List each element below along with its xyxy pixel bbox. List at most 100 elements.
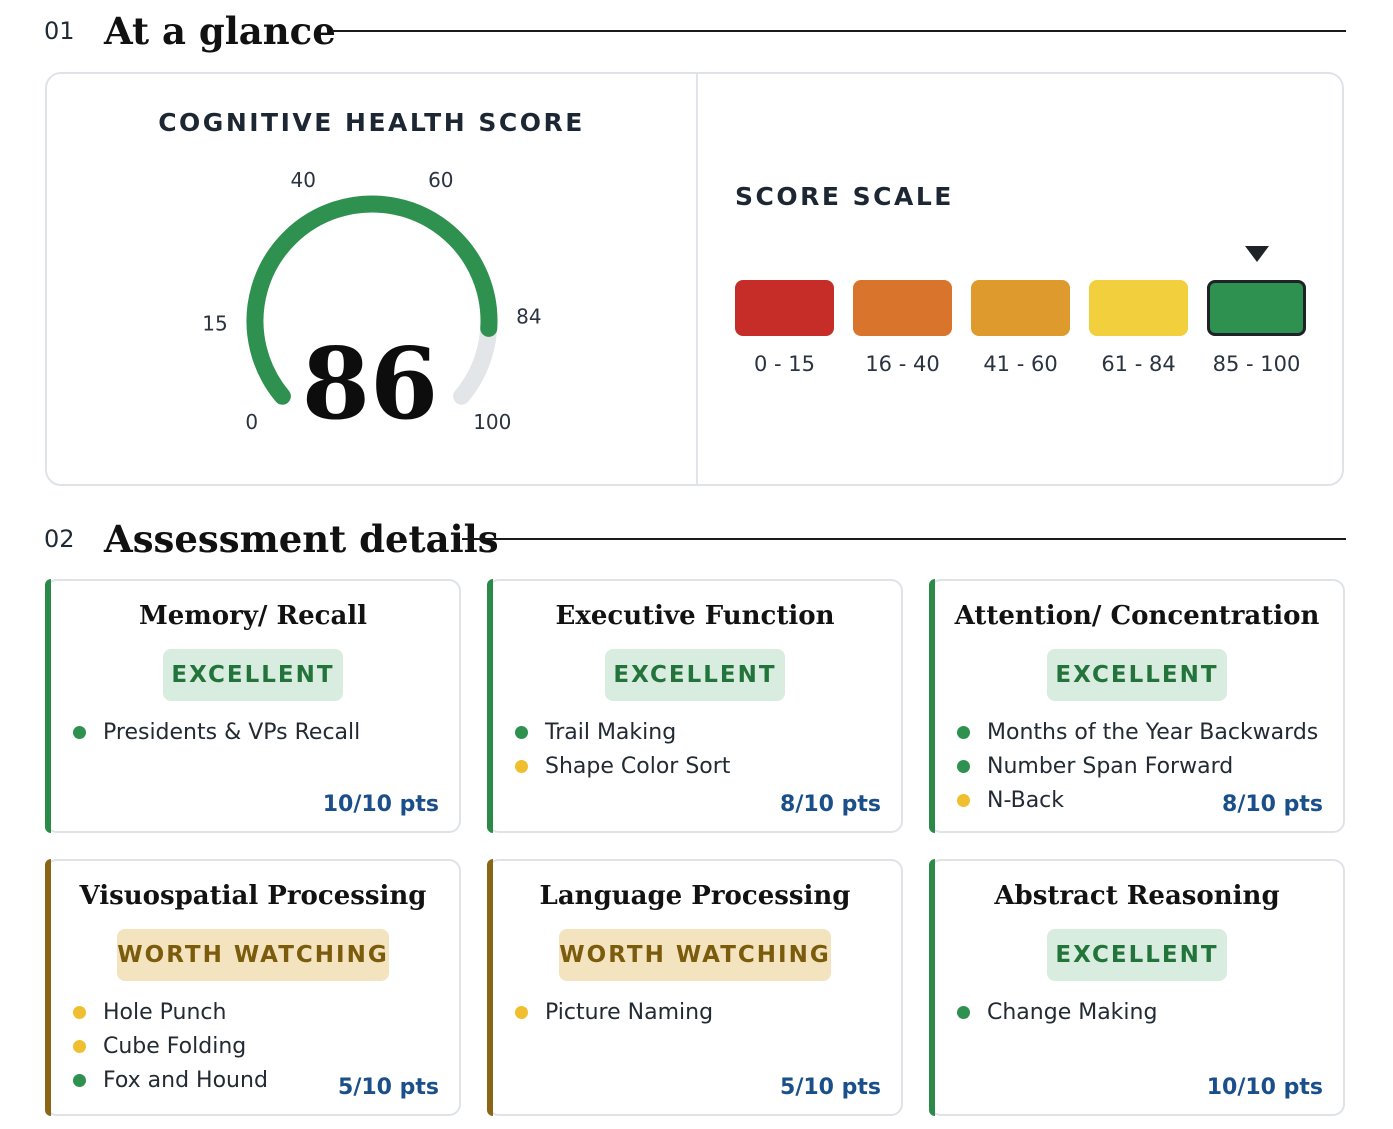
test-list: Presidents & VPs Recall: [73, 715, 360, 749]
scale-segment: [971, 280, 1070, 336]
card-status-bar: [929, 579, 935, 833]
status-dot-icon: [515, 1005, 528, 1019]
card-title: Abstract Reasoning: [994, 881, 1280, 911]
gauge-fill: [246, 195, 498, 405]
test-name: Cube Folding: [103, 1033, 247, 1059]
status-badge: EXCELLENT: [1047, 649, 1227, 701]
test-item: Presidents & VPs Recall: [73, 715, 360, 749]
card-status-bar: [929, 859, 935, 1116]
card-status-bar: [487, 859, 493, 1116]
status-dot-icon: [73, 725, 86, 739]
scale-title: SCORE SCALE: [735, 182, 954, 211]
test-item: Number Span Forward: [957, 749, 1318, 783]
card-points: 8/10 pts: [780, 792, 881, 817]
test-list: Picture Naming: [515, 995, 713, 1029]
status-badge: EXCELLENT: [163, 649, 343, 701]
card-title: Memory/ Recall: [138, 601, 368, 631]
card-points: 5/10 pts: [780, 1075, 881, 1100]
assessment-card: Language Processing WORTH WATCHING Picture…: [487, 859, 903, 1116]
card-status-bar: [45, 579, 51, 833]
gauge-tick-label: 60: [428, 168, 453, 192]
status-dot-icon: [957, 725, 970, 739]
scale-segment-label: 16 - 40: [865, 352, 940, 376]
test-item: Picture Naming: [515, 995, 713, 1029]
scale-segment: [1089, 280, 1188, 336]
card-status-bar: [487, 579, 493, 833]
gauge-tick-label: 100: [473, 410, 511, 434]
scale-segment-label: 85 - 100: [1212, 352, 1301, 376]
section-details-header: 02 Assessment details: [44, 516, 499, 562]
score-title: COGNITIVE HEALTH SCORE: [158, 108, 585, 137]
score-gauge: 0 15 40 60 84 100 86: [202, 168, 541, 442]
card-title: Language Processing: [539, 881, 851, 911]
test-name: Change Making: [987, 999, 1158, 1025]
assessment-card: Executive Function EXCELLENT Trail Making S…: [487, 579, 903, 833]
section-title: At a glance: [104, 9, 336, 53]
test-name: Number Span Forward: [987, 753, 1234, 779]
assessment-card: Abstract Reasoning EXCELLENT Change Making…: [929, 859, 1345, 1116]
scale-segment: [853, 280, 952, 336]
assessment-card: Visuospatial Processing WORTH WATCHING Hol…: [45, 859, 461, 1116]
section-number: 02: [44, 525, 75, 553]
card-points: 8/10 pts: [1222, 792, 1323, 817]
test-item: Change Making: [957, 995, 1157, 1029]
test-list: Trail Making Shape Color Sort: [515, 715, 730, 783]
status-dot-icon: [515, 725, 528, 739]
test-list: Change Making: [957, 995, 1157, 1029]
scale-segment-label: 61 - 84: [1101, 352, 1176, 376]
scale-segment-label: 0 - 15: [753, 352, 815, 376]
test-item: Trail Making: [515, 715, 730, 749]
gauge-ticks: 0 15 40 60 84 100: [202, 168, 541, 434]
test-item: Shape Color Sort: [515, 749, 730, 783]
scale-segment-label: 41 - 60: [983, 352, 1058, 376]
status-dot-icon: [73, 1039, 86, 1053]
test-name: Picture Naming: [545, 999, 714, 1025]
section-divider: [332, 30, 1346, 32]
test-item: Months of the Year Backwards: [957, 715, 1318, 749]
card-points: 10/10 pts: [1206, 1075, 1323, 1100]
test-list: Months of the Year Backwards Number Span …: [957, 715, 1318, 817]
test-item: Hole Punch: [73, 995, 268, 1029]
section-title: Assessment details: [104, 517, 499, 561]
card-title: Visuospatial Processing: [79, 881, 427, 911]
card-status-bar: [45, 859, 51, 1116]
test-name: Presidents & VPs Recall: [103, 719, 361, 745]
gauge-tick-label: 15: [202, 312, 227, 336]
status-dot-icon: [957, 793, 970, 807]
section-divider: [462, 538, 1346, 540]
panel-divider: [696, 74, 698, 484]
card-title: Executive Function: [555, 601, 835, 631]
status-dot-icon: [515, 759, 528, 773]
gauge-tick-label: 0: [245, 410, 258, 434]
test-item: N-Back: [957, 783, 1318, 817]
score-value: 86: [302, 327, 438, 442]
card-title: Attention/ Concentration: [954, 601, 1320, 631]
scale-segment: [1207, 280, 1306, 336]
section-number: 01: [44, 17, 75, 45]
glance-panel: COGNITIVE HEALTH SCORE 0 15 40 60 84 100 86 S…: [45, 72, 1344, 486]
test-item: Cube Folding: [73, 1029, 268, 1063]
assessment-card: Memory/ Recall EXCELLENT Presidents & VPs …: [45, 579, 461, 833]
status-dot-icon: [957, 759, 970, 773]
test-list: Hole Punch Cube Folding Fox and Hound: [73, 995, 268, 1097]
status-badge: WORTH WATCHING: [559, 929, 831, 981]
section-glance-header: 01 At a glance: [44, 8, 336, 54]
card-points: 5/10 pts: [338, 1075, 439, 1100]
status-badge: WORTH WATCHING: [117, 929, 389, 981]
status-dot-icon: [73, 1073, 86, 1087]
status-dot-icon: [957, 1005, 970, 1019]
card-points: 10/10 pts: [322, 792, 439, 817]
test-name: N-Back: [987, 787, 1065, 813]
current-score-marker-icon: [1244, 246, 1269, 262]
status-badge: EXCELLENT: [605, 649, 785, 701]
test-name: Trail Making: [545, 719, 677, 745]
gauge-tick-label: 40: [290, 168, 315, 192]
assessment-card: Attention/ Concentration EXCELLENT Months …: [929, 579, 1345, 833]
status-badge: EXCELLENT: [1047, 929, 1227, 981]
status-dot-icon: [73, 1005, 86, 1019]
test-name: Fox and Hound: [103, 1067, 268, 1093]
gauge-tick-label: 84: [516, 305, 541, 329]
test-item: Fox and Hound: [73, 1063, 268, 1097]
test-name: Shape Color Sort: [545, 753, 731, 779]
test-name: Hole Punch: [103, 999, 227, 1025]
